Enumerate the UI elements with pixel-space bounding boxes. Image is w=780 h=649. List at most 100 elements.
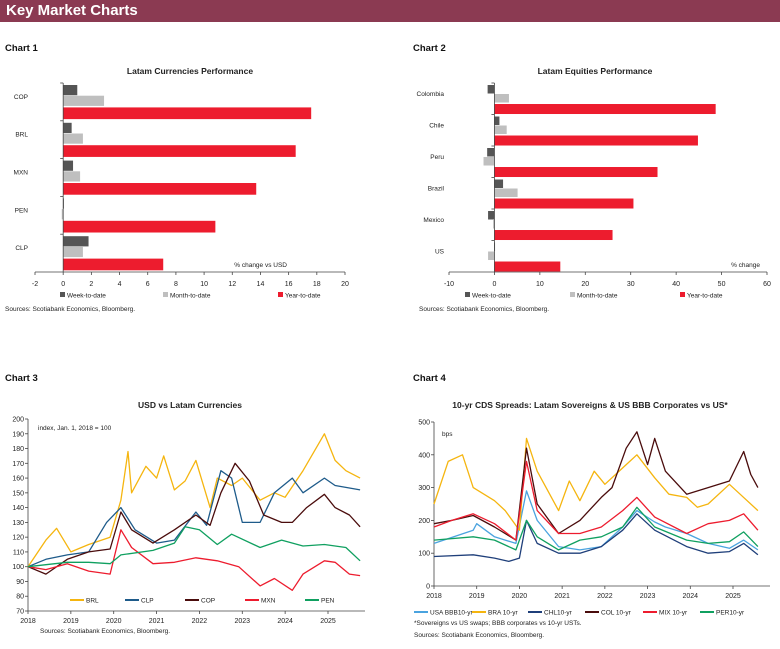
y-tick-label: 140 xyxy=(12,505,24,512)
x-tick-label: 2021 xyxy=(149,618,165,625)
y-tick-label: 150 xyxy=(12,490,24,497)
bar-year-to-date xyxy=(494,167,658,178)
series-line-clp xyxy=(27,470,361,568)
legend-swatch xyxy=(163,292,168,297)
y-tick-label: 200 xyxy=(418,518,430,525)
x-tick-label: 20 xyxy=(341,281,349,288)
x-tick-label: 6 xyxy=(146,281,150,288)
bar-year-to-date xyxy=(494,198,634,209)
chart-title: Latam Currencies Performance xyxy=(127,66,253,76)
source-note: Sources: Scotiabank Economics, Bloomberg… xyxy=(414,632,544,639)
bar-year-to-date xyxy=(63,145,296,157)
legend-label: Week-to-date xyxy=(67,293,106,300)
bar-year-to-date xyxy=(63,107,312,120)
x-tick-label: 18 xyxy=(313,281,321,288)
bar-week-to-date xyxy=(63,85,78,96)
unit-label: % change vs USD xyxy=(234,262,287,269)
legend-label: PEN xyxy=(321,598,335,605)
x-tick-label: 2018 xyxy=(426,593,442,600)
x-tick-label: 2020 xyxy=(512,593,528,600)
bar-month-to-date xyxy=(488,251,495,261)
bar-month-to-date xyxy=(63,246,83,258)
bar-week-to-date xyxy=(494,179,504,189)
chart-4-label: Chart 4 xyxy=(413,373,446,384)
bar-year-to-date xyxy=(494,135,698,146)
bar-week-to-date xyxy=(494,116,500,126)
bar-week-to-date xyxy=(487,148,495,157)
chart-1-label: Chart 1 xyxy=(5,43,38,54)
bar-year-to-date xyxy=(494,230,613,241)
bar-year-to-date xyxy=(494,104,716,115)
x-tick-label: 20 xyxy=(581,281,589,288)
series-line-per10-yr xyxy=(433,506,759,551)
series-line-bra-10-yr xyxy=(433,437,759,531)
legend-label: MXN xyxy=(261,598,276,605)
category-label: Brazil xyxy=(428,186,445,193)
x-tick-label: 40 xyxy=(672,281,680,288)
category-label: Colombia xyxy=(417,91,445,98)
x-tick-label: 16 xyxy=(285,281,293,288)
y-tick-label: 200 xyxy=(12,417,24,424)
header-bar: Key Market Charts xyxy=(0,0,780,22)
x-tick-label: 8 xyxy=(174,281,178,288)
category-label: Mexico xyxy=(423,217,444,224)
bar-week-to-date xyxy=(487,85,495,94)
y-tick-label: 170 xyxy=(12,461,24,468)
bar-week-to-date xyxy=(63,160,74,171)
bar-month-to-date xyxy=(483,157,495,166)
bar-year-to-date xyxy=(63,220,216,233)
unit-label: bps xyxy=(442,431,453,438)
series-line-chl10-yr xyxy=(433,513,759,563)
y-tick-label: 300 xyxy=(418,485,430,492)
x-tick-label: 50 xyxy=(718,281,726,288)
legend-swatch xyxy=(278,292,283,297)
legend-swatch xyxy=(680,292,685,297)
x-tick-label: 2 xyxy=(89,281,93,288)
y-tick-label: 190 xyxy=(12,431,24,438)
x-tick-label: 14 xyxy=(257,281,265,288)
x-tick-label: 10 xyxy=(200,281,208,288)
x-tick-label: 2023 xyxy=(640,593,656,600)
category-label: MXN xyxy=(14,169,29,176)
y-tick-label: 110 xyxy=(13,549,24,556)
legend-label: BRL xyxy=(86,598,99,605)
bar-month-to-date xyxy=(493,220,495,229)
legend-label: USA BBB10-yr xyxy=(430,610,473,617)
x-tick-label: 2021 xyxy=(554,593,570,600)
legend-label: COL 10-yr xyxy=(601,610,632,617)
source-note: Sources: Scotiabank Economics, Bloomberg… xyxy=(5,306,135,313)
series-line-brl xyxy=(27,433,361,568)
bar-week-to-date xyxy=(488,211,495,220)
y-tick-label: 100 xyxy=(418,551,430,558)
category-label: Peru xyxy=(430,154,444,161)
x-tick-label: 2019 xyxy=(469,593,485,600)
page-title: Key Market Charts xyxy=(6,2,138,19)
x-tick-label: 10 xyxy=(536,281,544,288)
legend-label: Week-to-date xyxy=(472,293,511,300)
legend-label: CHL10-yr xyxy=(544,610,573,617)
y-tick-label: 400 xyxy=(418,452,430,459)
bar-month-to-date xyxy=(63,171,81,182)
y-tick-label: 70 xyxy=(16,609,24,616)
footnote: *Sovereigns vs US swaps; BBB corporates … xyxy=(414,620,582,627)
category-label: US xyxy=(435,249,445,256)
bar-week-to-date xyxy=(63,122,72,134)
category-label: PEN xyxy=(15,207,29,214)
bar-month-to-date xyxy=(494,125,507,135)
unit-label: % change xyxy=(731,262,760,269)
legend-label: Month-to-date xyxy=(577,293,618,300)
bar-month-to-date xyxy=(63,95,105,106)
bar-month-to-date xyxy=(61,209,64,220)
series-line-mix-10-yr xyxy=(433,460,759,541)
category-label: Chile xyxy=(429,123,444,130)
x-tick-label: 4 xyxy=(118,281,122,288)
series-line-col-10-yr xyxy=(433,431,759,541)
x-tick-label: 2023 xyxy=(234,618,250,625)
y-tick-label: 80 xyxy=(16,594,24,601)
chart-3-label: Chart 3 xyxy=(5,373,38,384)
y-tick-label: 130 xyxy=(12,520,24,527)
x-tick-label: 2018 xyxy=(20,618,36,625)
x-tick-label: 2025 xyxy=(320,618,336,625)
legend-label: CLP xyxy=(141,598,154,605)
bar-week-to-date xyxy=(63,236,89,247)
